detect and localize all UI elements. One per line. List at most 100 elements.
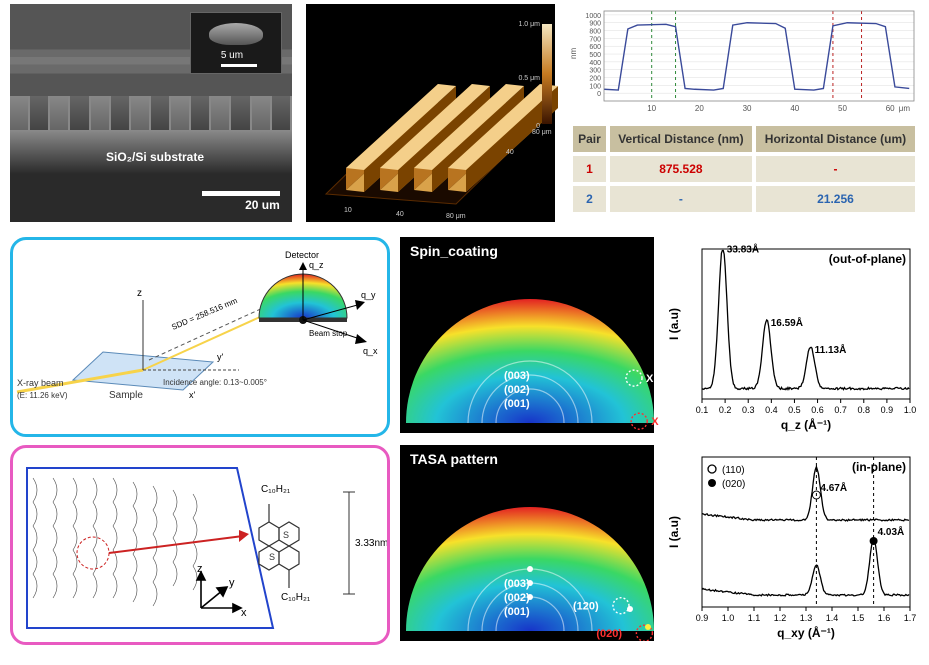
svg-text:I (a.u): I (a.u)	[667, 308, 681, 340]
svg-text:3.33nm: 3.33nm	[355, 538, 387, 549]
svg-text:(in-plane): (in-plane)	[852, 460, 906, 474]
svg-text:0.9: 0.9	[696, 613, 709, 623]
svg-text:S: S	[269, 552, 275, 562]
svg-text:C₁₀H₂₁: C₁₀H₂₁	[281, 592, 311, 603]
profile-plot: 0100200300400500600700800900100010203040…	[569, 4, 919, 114]
svg-text:40: 40	[506, 149, 514, 156]
svg-text:(002): (002)	[504, 592, 530, 604]
svg-text:1.0 μm: 1.0 μm	[518, 21, 540, 28]
svg-text:(020): (020)	[596, 628, 622, 640]
svg-text:60: 60	[886, 104, 895, 113]
svg-text:S: S	[283, 530, 289, 540]
afm-svg: 1.0 μm 0.5 μm 0 10 40 80 μm 40 80 μm	[306, 4, 558, 222]
svg-text:20: 20	[695, 104, 704, 113]
svg-text:0.3: 0.3	[742, 405, 755, 415]
svg-text:40: 40	[396, 211, 404, 218]
svg-text:0.7: 0.7	[834, 405, 847, 415]
svg-text:10: 10	[344, 207, 352, 214]
svg-text:1.0: 1.0	[904, 405, 917, 415]
svg-text:x: x	[241, 607, 247, 619]
sem-substrate-label: SiO₂/Si substrate	[106, 150, 204, 164]
sem-scalebar: 20 um	[202, 191, 280, 212]
svg-text:30: 30	[743, 104, 752, 113]
sample-label: Sample	[109, 390, 143, 401]
svg-text:SDD = 258.516 mm: SDD = 258.516 mm	[170, 296, 239, 332]
svg-text:33.83Å: 33.83Å	[727, 243, 759, 256]
svg-text:40: 40	[790, 104, 799, 113]
giwaxs-tasa-pattern: TASA pattern (003)(002)(001)(120)(020)	[400, 445, 654, 641]
svg-text:1.7: 1.7	[904, 613, 917, 623]
svg-text:0.8: 0.8	[858, 405, 871, 415]
svg-text:(E: 11.26 keV): (E: 11.26 keV)	[17, 391, 68, 400]
sem-ridges	[10, 96, 292, 130]
svg-text:q_y: q_y	[361, 290, 376, 300]
svg-text:Incidence angle: 0.13~0.005°: Incidence angle: 0.13~0.005°	[163, 378, 267, 387]
table-row: 1 875.528 -	[571, 154, 917, 184]
svg-text:0.6: 0.6	[811, 405, 824, 415]
svg-text:(001): (001)	[504, 606, 530, 618]
th-horz: Horizontal Distance (um)	[754, 124, 917, 154]
svg-text:q_z (Å⁻¹): q_z (Å⁻¹)	[781, 417, 831, 432]
svg-text:0.5: 0.5	[788, 405, 801, 415]
svg-text:0.1: 0.1	[696, 405, 709, 415]
svg-text:(020): (020)	[722, 479, 745, 490]
svg-text:y: y	[229, 577, 235, 589]
svg-text:(110): (110)	[722, 465, 745, 476]
svg-text:1.0: 1.0	[722, 613, 735, 623]
svg-text:1.4: 1.4	[826, 613, 839, 623]
svg-text:500: 500	[589, 52, 601, 59]
th-vert: Vertical Distance (nm)	[608, 124, 754, 154]
sem-image: SiO₂/Si substrate 20 um 5 um	[10, 4, 292, 222]
svg-text:10: 10	[647, 104, 656, 113]
svg-text:(002): (002)	[504, 384, 530, 396]
svg-text:700: 700	[589, 36, 601, 43]
table-row: 2 - 21.256	[571, 184, 917, 214]
svg-text:4.67Å: 4.67Å	[820, 481, 847, 494]
svg-text:X: X	[646, 373, 654, 385]
svg-text:(out-of-plane): (out-of-plane)	[829, 252, 906, 266]
svg-text:800: 800	[589, 29, 601, 36]
svg-text:11.13Å: 11.13Å	[815, 343, 847, 356]
svg-text:0: 0	[597, 91, 601, 98]
svg-text:z: z	[137, 288, 142, 299]
sem-inset: 5 um	[190, 12, 282, 74]
sem-scalebar-text: 20 um	[202, 198, 280, 212]
afm-3d-image: 1.0 μm 0.5 μm 0 10 40 80 μm 40 80 μm	[306, 4, 555, 222]
svg-text:100: 100	[589, 83, 601, 90]
th-pair: Pair	[571, 124, 608, 154]
svg-text:X: X	[651, 416, 659, 428]
svg-text:300: 300	[589, 68, 601, 75]
svg-text:0.5 μm: 0.5 μm	[518, 75, 540, 82]
giwaxs-spin-coating: Spin_coating (003)(002)(001)XX	[400, 237, 654, 433]
svg-text:80 μm: 80 μm	[446, 213, 466, 220]
svg-text:0.4: 0.4	[765, 405, 778, 415]
svg-text:4.03Å: 4.03Å	[878, 525, 905, 538]
svg-text:0.2: 0.2	[719, 405, 732, 415]
svg-text:1.6: 1.6	[878, 613, 891, 623]
svg-text:q_x: q_x	[363, 346, 378, 356]
svg-text:1.3: 1.3	[800, 613, 813, 623]
svg-text:0.9: 0.9	[881, 405, 894, 415]
giwaxs-geometry-schematic: Sample X-ray beam (E: 11.26 keV) Inciden…	[10, 237, 390, 437]
sem-inset-scale-text: 5 um	[221, 50, 243, 61]
svg-text:80 μm: 80 μm	[532, 129, 552, 136]
svg-text:X-ray beam: X-ray beam	[17, 378, 64, 388]
molecule-schematic: S S C₁₀H₂₁ C₁₀H₂₁ 3.33nm x z y	[10, 445, 390, 645]
out-of-plane-plot: 0.1 0.2 0.3 0.4 0.5 0.6 0.7 0.8 0.9 1.0 q_z (Å⁻¹) I…	[664, 237, 919, 433]
svg-text:(003): (003)	[504, 370, 530, 382]
svg-text:50: 50	[838, 104, 847, 113]
distance-table: Pair Vertical Distance (nm) Horizontal D…	[569, 122, 919, 216]
svg-text:z: z	[197, 563, 203, 575]
svg-text:1.2: 1.2	[774, 613, 787, 623]
svg-text:q_xy (Å⁻¹): q_xy (Å⁻¹)	[777, 625, 835, 640]
svg-text:q_z: q_z	[309, 260, 324, 270]
svg-text:1000: 1000	[585, 13, 601, 20]
svg-text:Detector: Detector	[285, 250, 319, 260]
svg-text:(003): (003)	[504, 578, 530, 590]
svg-text:900: 900	[589, 21, 601, 28]
in-plane-plot: 0.91.01.11.21.31.41.51.61.7q_xy (Å⁻¹)I (…	[664, 445, 919, 641]
svg-text:y': y'	[217, 352, 224, 362]
svg-text:1.5: 1.5	[852, 613, 865, 623]
svg-text:600: 600	[589, 44, 601, 51]
svg-text:μm: μm	[899, 104, 911, 113]
